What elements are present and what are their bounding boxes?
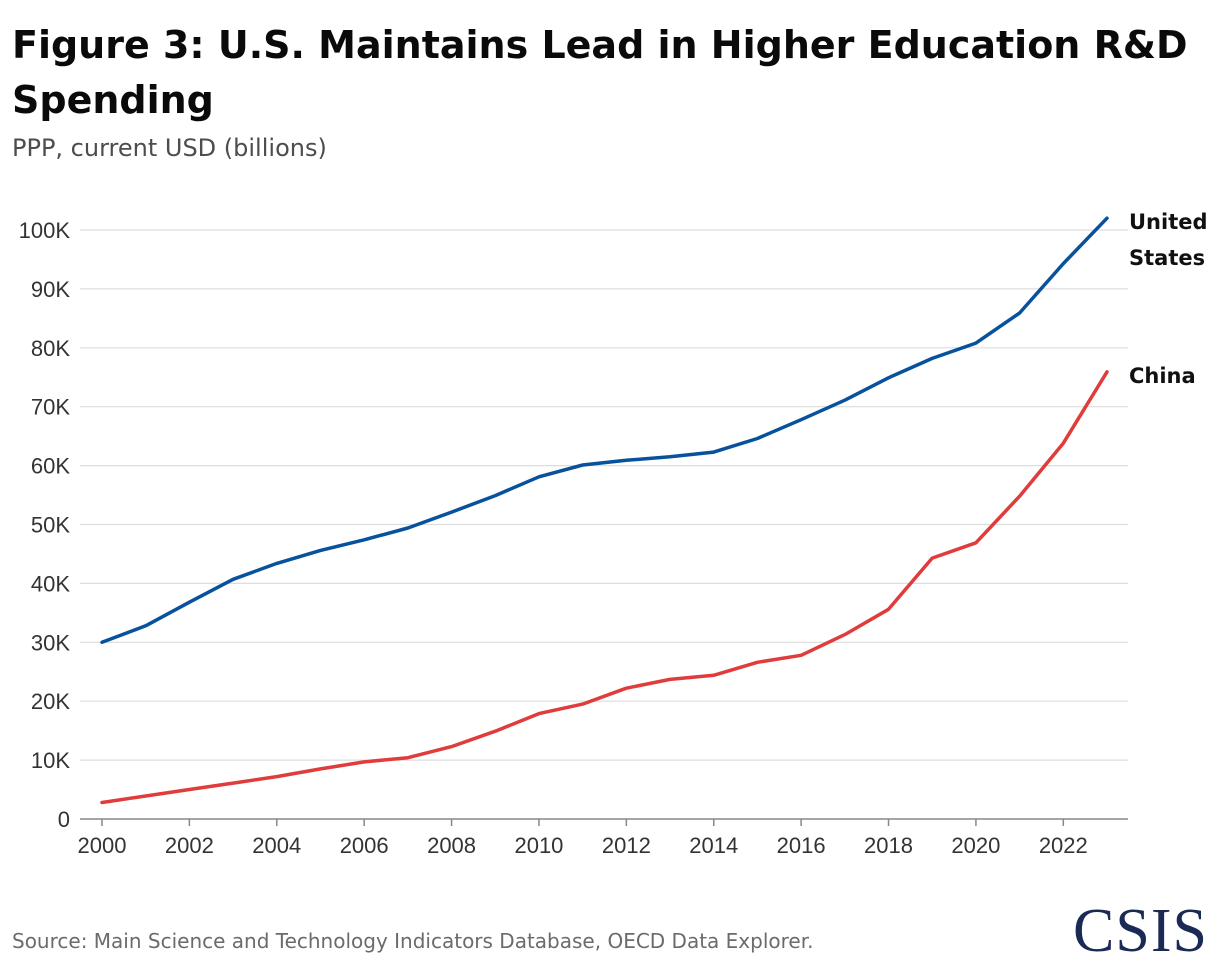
y-tick-label: 100K bbox=[19, 218, 71, 243]
series-label-line: China bbox=[1129, 364, 1196, 388]
series-label-line: United bbox=[1129, 210, 1208, 234]
series-label-united-states: United States bbox=[1129, 210, 1208, 270]
series-labels: United States China bbox=[1129, 210, 1208, 388]
x-tick-label: 2012 bbox=[602, 833, 651, 858]
y-tick-label: 90K bbox=[31, 277, 70, 302]
x-tick-label: 2020 bbox=[951, 833, 1000, 858]
series-lines bbox=[100, 216, 1109, 805]
y-tick-label: 40K bbox=[31, 571, 70, 596]
x-tick-label: 2000 bbox=[78, 833, 127, 858]
y-tick-label: 50K bbox=[31, 513, 70, 538]
x-tick-label: 2006 bbox=[340, 833, 389, 858]
y-tick-label: 80K bbox=[31, 336, 70, 361]
axes: 0 10K 20K 30K 40K 50K 60K 70K 80K 90K 100K 2000 2002… bbox=[19, 218, 1128, 858]
x-tick-label: 2022 bbox=[1039, 833, 1088, 858]
line-chart: 0 10K 20K 30K 40K 50K 60K 70K 80K 90K 100K 2000 2002… bbox=[19, 210, 1208, 858]
x-tick-label: 2014 bbox=[689, 833, 738, 858]
series-label-line: States bbox=[1129, 246, 1205, 270]
csis-logo: CSIS bbox=[1073, 897, 1208, 965]
y-tick-label: 70K bbox=[31, 395, 70, 420]
x-tick-label: 2008 bbox=[427, 833, 476, 858]
y-tick-label: 20K bbox=[31, 689, 70, 714]
y-tick-label: 0 bbox=[58, 807, 70, 832]
y-tick-label: 60K bbox=[31, 454, 70, 479]
series-line-united-states bbox=[100, 216, 1109, 645]
grid-lines bbox=[80, 229, 1128, 761]
series-label-china: China bbox=[1129, 364, 1196, 388]
chart-subtitle: PPP, current USD (billions) bbox=[12, 134, 327, 162]
x-tick-label: 2004 bbox=[252, 833, 301, 858]
y-tick-label: 30K bbox=[31, 630, 70, 655]
chart-title: Figure 3: U.S. Maintains Lead in Higher … bbox=[12, 23, 1188, 122]
series-line-china bbox=[100, 370, 1109, 805]
source-note: Source: Main Science and Technology Indi… bbox=[12, 929, 814, 953]
x-tick-label: 2002 bbox=[165, 833, 214, 858]
x-tick-label: 2018 bbox=[864, 833, 913, 858]
x-tick-label: 2016 bbox=[777, 833, 826, 858]
x-tick-label: 2010 bbox=[514, 833, 563, 858]
y-tick-label: 10K bbox=[31, 748, 70, 773]
